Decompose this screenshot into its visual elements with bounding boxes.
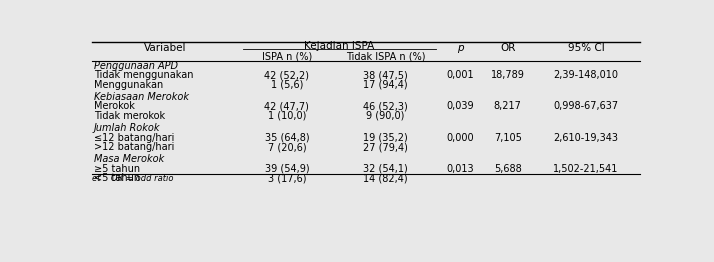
Text: Variabel: Variabel xyxy=(144,43,186,53)
Text: 0,013: 0,013 xyxy=(447,164,474,174)
Text: 3 (17,6): 3 (17,6) xyxy=(268,173,306,183)
Text: 5,688: 5,688 xyxy=(494,164,522,174)
Text: 27 (79,4): 27 (79,4) xyxy=(363,142,408,152)
Text: 14 (82,4): 14 (82,4) xyxy=(363,173,408,183)
Text: 0,000: 0,000 xyxy=(447,133,474,143)
Text: Masa Merokok: Masa Merokok xyxy=(94,154,164,164)
Text: 42 (47,7): 42 (47,7) xyxy=(264,101,309,111)
Text: 17 (94,4): 17 (94,4) xyxy=(363,80,408,90)
Text: 19 (35,2): 19 (35,2) xyxy=(363,133,408,143)
Text: 8,217: 8,217 xyxy=(494,101,522,111)
Text: ISPA n (%): ISPA n (%) xyxy=(262,51,312,62)
Text: 35 (64,8): 35 (64,8) xyxy=(265,133,309,143)
Text: 0,001: 0,001 xyxy=(447,70,474,80)
Text: p: p xyxy=(457,43,464,53)
Text: Menggunakan: Menggunakan xyxy=(94,80,164,90)
Text: Kejadian ISPA: Kejadian ISPA xyxy=(304,41,374,51)
Text: Kebiasaan Merokok: Kebiasaan Merokok xyxy=(94,92,189,102)
Text: 2,610-19,343: 2,610-19,343 xyxy=(553,133,618,143)
Text: et    OR = odd ratio: et OR = odd ratio xyxy=(92,174,174,183)
Text: 9 (90,0): 9 (90,0) xyxy=(366,111,405,121)
Text: 95% CI: 95% CI xyxy=(568,43,604,53)
Text: Merokok: Merokok xyxy=(94,101,135,111)
Text: 39 (54,9): 39 (54,9) xyxy=(265,164,309,174)
Text: 7 (20,6): 7 (20,6) xyxy=(268,142,306,152)
Text: 1 (5,6): 1 (5,6) xyxy=(271,80,303,90)
Text: >12 batang/hari: >12 batang/hari xyxy=(94,142,174,152)
Text: Tidak ISPA n (%): Tidak ISPA n (%) xyxy=(346,51,426,62)
Text: 18,789: 18,789 xyxy=(491,70,525,80)
Text: 1 (10,0): 1 (10,0) xyxy=(268,111,306,121)
Text: 0,039: 0,039 xyxy=(447,101,474,111)
Text: 32 (54,1): 32 (54,1) xyxy=(363,164,408,174)
Text: Jumlah Rokok: Jumlah Rokok xyxy=(94,123,161,133)
Text: 42 (52,2): 42 (52,2) xyxy=(264,70,309,80)
Text: Tidak menggunakan: Tidak menggunakan xyxy=(94,70,193,80)
Text: 7,105: 7,105 xyxy=(494,133,522,143)
Text: 46 (52,3): 46 (52,3) xyxy=(363,101,408,111)
Text: 1,502-21,541: 1,502-21,541 xyxy=(553,164,619,174)
Text: Tidak merokok: Tidak merokok xyxy=(94,111,165,121)
Text: OR: OR xyxy=(500,43,516,53)
Text: 38 (47,5): 38 (47,5) xyxy=(363,70,408,80)
Text: ≥5 tahun: ≥5 tahun xyxy=(94,164,140,174)
Text: Penggunaan APD: Penggunaan APD xyxy=(94,61,178,70)
Text: <5 tahun: <5 tahun xyxy=(94,173,140,183)
Text: 0,998-67,637: 0,998-67,637 xyxy=(553,101,618,111)
Text: ≤12 batang/hari: ≤12 batang/hari xyxy=(94,133,174,143)
Text: 2,39-148,010: 2,39-148,010 xyxy=(553,70,618,80)
